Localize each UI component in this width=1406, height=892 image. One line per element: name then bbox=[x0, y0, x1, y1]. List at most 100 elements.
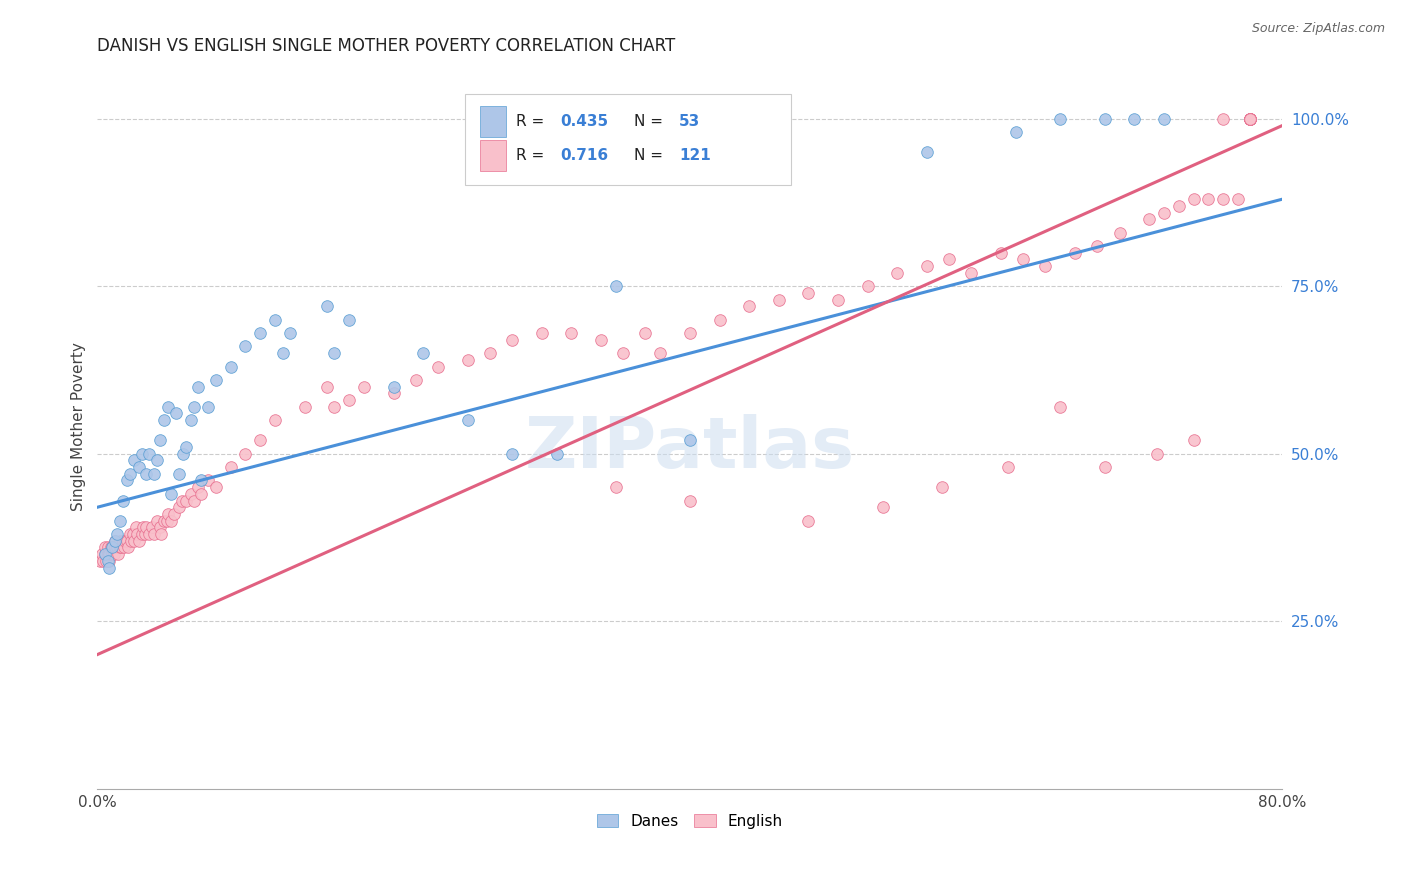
Point bbox=[89, 554, 111, 568]
Point bbox=[264, 312, 287, 326]
FancyBboxPatch shape bbox=[465, 95, 790, 185]
Point bbox=[530, 326, 553, 340]
Point bbox=[117, 541, 139, 555]
Point bbox=[138, 447, 160, 461]
Text: R =: R = bbox=[516, 114, 548, 129]
Point bbox=[135, 467, 157, 481]
Point bbox=[111, 533, 134, 548]
Point bbox=[1239, 112, 1261, 126]
Point bbox=[501, 447, 523, 461]
Point bbox=[427, 359, 450, 374]
Text: DANISH VS ENGLISH SINGLE MOTHER POVERTY CORRELATION CHART: DANISH VS ENGLISH SINGLE MOTHER POVERTY … bbox=[97, 37, 676, 55]
Point bbox=[98, 554, 121, 568]
Point bbox=[108, 514, 131, 528]
Point bbox=[1108, 226, 1130, 240]
Point bbox=[167, 467, 190, 481]
Point bbox=[738, 299, 761, 313]
Point bbox=[183, 493, 205, 508]
Point bbox=[118, 527, 141, 541]
Point bbox=[94, 547, 117, 561]
Point bbox=[103, 547, 125, 561]
Point bbox=[634, 326, 657, 340]
Point bbox=[1239, 112, 1261, 126]
Point bbox=[180, 413, 202, 427]
Point bbox=[197, 400, 219, 414]
Point bbox=[94, 547, 117, 561]
Point bbox=[135, 520, 157, 534]
Point bbox=[1227, 192, 1250, 206]
Point bbox=[104, 533, 127, 548]
Point bbox=[134, 527, 156, 541]
Point bbox=[915, 145, 938, 160]
Text: Source: ZipAtlas.com: Source: ZipAtlas.com bbox=[1251, 22, 1385, 36]
Point bbox=[856, 279, 879, 293]
Point bbox=[104, 541, 127, 555]
Point bbox=[353, 379, 375, 393]
Point bbox=[205, 480, 228, 494]
Point bbox=[605, 279, 627, 293]
Point bbox=[768, 293, 790, 307]
Point bbox=[148, 434, 170, 448]
Point bbox=[872, 500, 894, 515]
Point bbox=[100, 541, 122, 555]
Point bbox=[612, 346, 634, 360]
Point bbox=[165, 407, 187, 421]
Point bbox=[127, 527, 149, 541]
Point bbox=[97, 554, 120, 568]
Point bbox=[997, 460, 1019, 475]
Point bbox=[1239, 112, 1261, 126]
Point bbox=[131, 447, 153, 461]
Point bbox=[98, 560, 121, 574]
Point bbox=[1064, 245, 1087, 260]
Point bbox=[1182, 434, 1205, 448]
Point bbox=[1239, 112, 1261, 126]
Point bbox=[111, 493, 134, 508]
Point bbox=[1167, 199, 1189, 213]
Point bbox=[249, 326, 271, 340]
Point bbox=[97, 541, 120, 555]
Point bbox=[271, 346, 294, 360]
Point bbox=[501, 333, 523, 347]
Point bbox=[197, 474, 219, 488]
Text: 0.435: 0.435 bbox=[561, 114, 609, 129]
Point bbox=[108, 533, 131, 548]
Text: 121: 121 bbox=[679, 148, 711, 163]
Point bbox=[264, 413, 287, 427]
Point bbox=[294, 400, 316, 414]
Point bbox=[105, 527, 128, 541]
Point bbox=[101, 541, 124, 555]
Point bbox=[915, 259, 938, 273]
Point bbox=[105, 541, 128, 555]
Point bbox=[148, 520, 170, 534]
Text: R =: R = bbox=[516, 148, 548, 163]
Point bbox=[412, 346, 434, 360]
Point bbox=[457, 352, 479, 367]
Point bbox=[1239, 112, 1261, 126]
Point bbox=[605, 480, 627, 494]
Point bbox=[1182, 192, 1205, 206]
Point bbox=[1049, 112, 1071, 126]
Point bbox=[650, 346, 672, 360]
Point bbox=[104, 533, 127, 548]
Point bbox=[110, 541, 132, 555]
Point bbox=[128, 533, 150, 548]
Point bbox=[316, 299, 339, 313]
Point bbox=[150, 527, 173, 541]
Point bbox=[1137, 212, 1160, 227]
Point bbox=[114, 533, 136, 548]
Point bbox=[382, 379, 405, 393]
Point bbox=[235, 447, 257, 461]
Point bbox=[156, 514, 179, 528]
Point bbox=[174, 440, 197, 454]
Point bbox=[142, 527, 165, 541]
Point bbox=[337, 393, 360, 408]
Point bbox=[589, 333, 612, 347]
Point bbox=[938, 252, 960, 267]
Point bbox=[1212, 112, 1234, 126]
Point bbox=[101, 541, 124, 555]
Point bbox=[183, 400, 205, 414]
Point bbox=[1049, 400, 1071, 414]
Point bbox=[1153, 112, 1175, 126]
Point bbox=[153, 413, 176, 427]
Point bbox=[187, 379, 209, 393]
